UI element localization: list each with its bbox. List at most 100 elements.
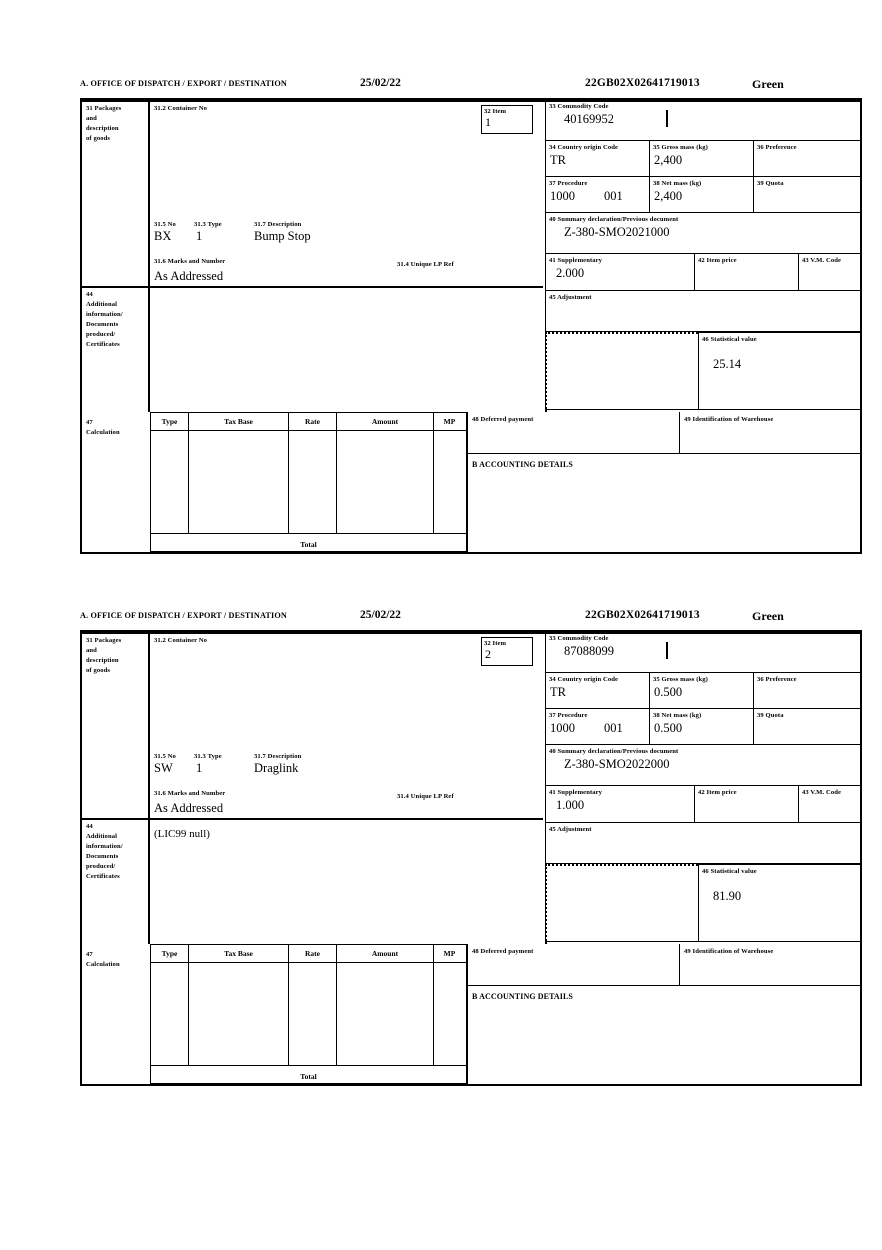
divider-left-column-2	[148, 632, 150, 944]
field-33-tick-divider	[666, 110, 668, 127]
field-32-item-value: 2	[485, 647, 491, 661]
form-header: A. OFFICE OF DISPATCH / EXPORT / DESTINA…	[80, 77, 862, 98]
field-44-label-line-6: Certificates	[86, 341, 120, 348]
field-38-value: 0.500	[654, 721, 683, 735]
field-49-label: 49 Identification of Warehouse	[684, 416, 774, 423]
calculation-table-header-row-2: Type Tax Base Rate Amount MP	[151, 945, 466, 963]
field-37-value: 1000	[550, 189, 575, 203]
field-31-label: 31 Packages and description of goods	[86, 104, 148, 144]
field-36-label: 36 Preference	[757, 144, 797, 151]
calculation-table-body-2	[151, 963, 466, 1066]
form-body: 31 Packages and description of goods 31.…	[80, 98, 862, 554]
field-31-7-description-value: Draglink	[254, 761, 299, 775]
field-31-6-marks-label: 31.6 Marks and Number	[154, 258, 226, 265]
calculation-col-amount: Amount	[337, 945, 434, 962]
field-35-gross-mass-2: 35 Gross mass (kg) 0.500	[650, 673, 754, 709]
field-44-label-2: 44 Additional information/ Documents pro…	[86, 822, 148, 882]
field-36-label: 36 Preference	[757, 676, 797, 683]
field-32-item-label: 32 Item	[484, 640, 507, 647]
field-37-value: 1000	[550, 721, 575, 735]
field-31-7-description-value: Bump Stop	[254, 229, 311, 243]
field-31-label-line-1: 31 Packages	[86, 637, 122, 644]
field-31-description-row-2: 31.5 No 31.3 Type 31.7 Description SW 1 …	[154, 752, 534, 784]
field-31-6-marks-row: 31.6 Marks and Number As Addressed	[154, 257, 554, 284]
field-40-value: Z-380-SMO2022000	[564, 757, 670, 771]
section-b-label: B ACCOUNTING DETAILS	[472, 460, 573, 469]
field-43-vm-code-2: 43 V.M. Code	[799, 786, 862, 823]
field-47-calculation-table-2: Type Tax Base Rate Amount MP Total	[150, 944, 467, 1084]
field-44-label-line-3: information/	[86, 843, 123, 850]
dotted-divider-vertical-2	[545, 864, 547, 944]
field-31-5-no-label: 31.5 No	[154, 221, 176, 228]
field-46-label: 46 Statistical value	[702, 868, 757, 875]
field-34-label: 34 Country origin Code	[549, 144, 619, 151]
field-35-value: 0.500	[654, 685, 683, 699]
field-37-value-2: 001	[604, 189, 623, 203]
field-44-label-line-4: Documents	[86, 321, 119, 328]
field-46-label: 46 Statistical value	[702, 336, 757, 343]
calculation-col-rate: Rate	[289, 945, 337, 962]
field-31-3-type-label: 31.3 Type	[194, 753, 222, 760]
calculation-cell-type	[151, 431, 189, 533]
field-38-value: 2,400	[654, 189, 683, 203]
field-42-item-price: 42 Item price	[695, 254, 799, 291]
field-44-label-line-3: information/	[86, 311, 123, 318]
field-36-preference-2: 36 Preference	[754, 673, 862, 709]
field-40-summary-declaration: 40 Summary declaration/Previous document…	[545, 213, 862, 254]
field-43-label: 43 V.M. Code	[802, 257, 842, 264]
field-31-3-type-label: 31.3 Type	[194, 221, 222, 228]
field-31-2-container-no-label: 31.2 Container No	[154, 105, 208, 112]
field-37-label: 37 Procedure	[549, 712, 588, 719]
field-31-label-line-4: of goods	[86, 135, 111, 142]
calculation-total-label: Total	[300, 1072, 317, 1081]
field-41-supplementary: 41 Supplementary 2.000	[545, 254, 695, 291]
office-of-dispatch-label: A. OFFICE OF DISPATCH / EXPORT / DESTINA…	[80, 79, 287, 88]
calculation-col-tax-base: Tax Base	[189, 413, 289, 430]
field-44-label-line-1: 44	[86, 823, 93, 830]
field-40-label: 40 Summary declaration/Previous document	[549, 748, 679, 755]
field-31-5-no-label: 31.5 No	[154, 753, 176, 760]
field-31-label-line-1: 31 Packages	[86, 105, 122, 112]
field-47-label-line-1: 47	[86, 419, 93, 426]
field-44-label-line-2: Additional	[86, 833, 118, 840]
field-34-value: TR	[550, 685, 566, 699]
calculation-cell-rate	[289, 963, 337, 1065]
field-31-4-unique-lp-ref-label-2: 31.4 Unique LP Ref	[397, 793, 454, 800]
field-31-6-marks-row-2: 31.6 Marks and Number As Addressed	[154, 789, 554, 816]
office-of-dispatch-label-2: A. OFFICE OF DISPATCH / EXPORT / DESTINA…	[80, 611, 287, 620]
field-34-value: TR	[550, 153, 566, 167]
field-45-label: 45 Adjustment	[549, 294, 592, 301]
field-31-label-line-3: description	[86, 125, 119, 132]
field-47-label: 47 Calculation	[86, 418, 148, 438]
calculation-col-mp: MP	[443, 417, 456, 426]
field-33-commodity-code-2: 33 Commodity Code 87088099	[545, 632, 862, 673]
calculation-cell-amount	[337, 963, 434, 1065]
calculation-total-row-2: Total	[151, 1066, 466, 1083]
field-32-item-value: 1	[485, 115, 491, 129]
declaration-date-2: 25/02/22	[360, 609, 401, 621]
calculation-cell-mp	[434, 963, 465, 1065]
field-44-label-line-6: Certificates	[86, 873, 120, 880]
field-42-label: 42 Item price	[698, 257, 737, 264]
field-33-commodity-code: 33 Commodity Code 40169952	[545, 100, 862, 141]
field-48-label: 48 Deferred payment	[472, 416, 534, 423]
calculation-table-header-row: Type Tax Base Rate Amount MP	[151, 413, 466, 431]
calculation-col-type: Type	[151, 413, 189, 430]
field-37-procedure: 37 Procedure 1000 001	[545, 177, 650, 213]
field-31-3-type-value: 1	[196, 229, 203, 243]
declaration-reference-2: 22GB02X02641719013	[585, 609, 700, 621]
field-44-label: 44 Additional information/ Documents pro…	[86, 290, 148, 350]
field-47-label-line-2: Calculation	[86, 429, 120, 436]
declaration-lane-status: Green	[752, 77, 784, 91]
field-46-value: 25.14	[713, 357, 742, 371]
field-37-label: 37 Procedure	[549, 180, 588, 187]
field-45-adjustment-2: 45 Adjustment	[545, 823, 862, 864]
field-42-item-price-2: 42 Item price	[695, 786, 799, 823]
divider-left-column	[148, 100, 150, 412]
calculation-table-body	[151, 431, 466, 534]
field-31-7-description-label: 31.7 Description	[254, 753, 302, 760]
calculation-col-mp: MP	[443, 949, 456, 958]
field-35-label: 35 Gross mass (kg)	[653, 676, 708, 683]
section-b-accounting-details: B ACCOUNTING DETAILS	[467, 454, 862, 552]
